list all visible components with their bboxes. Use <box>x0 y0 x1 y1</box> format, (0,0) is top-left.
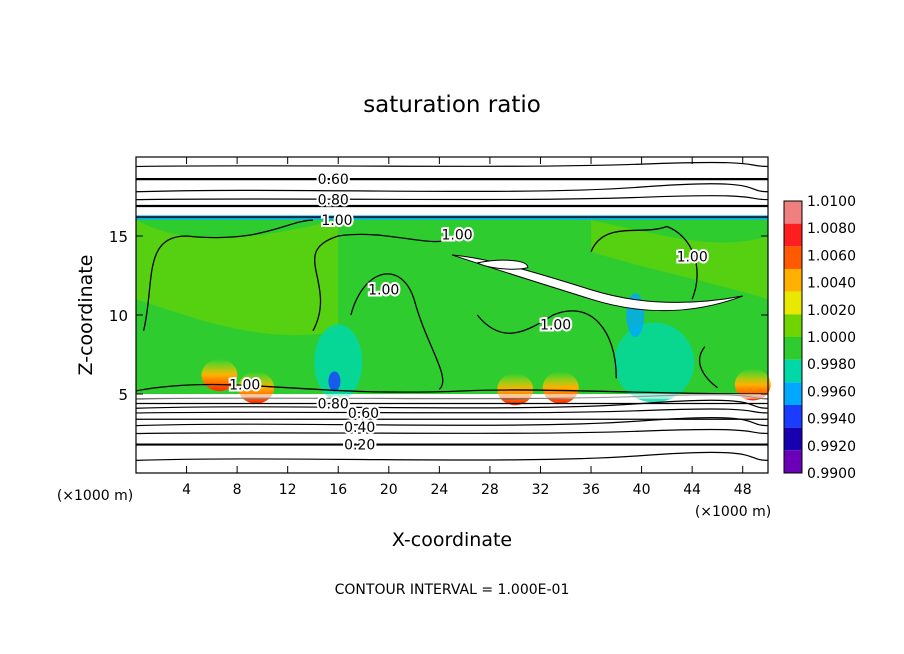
contour-label: 0.80 <box>318 396 349 412</box>
colorbar-label: 0.9900 <box>807 466 856 482</box>
y-tick-label: 5 <box>118 386 128 404</box>
colorbar-swatch <box>784 359 802 383</box>
x-tick-label: 36 <box>582 482 600 498</box>
contour-line <box>135 183 769 193</box>
supersaturated-patch <box>497 373 534 406</box>
colorbar: 1.0100 1.0080 1.0060 1.0040 1.0020 1.0000 0.99… <box>783 194 856 482</box>
x-tick-label: 12 <box>279 482 297 498</box>
plot-area: 0.600.801.001.001.001.001.001.000.800.60… <box>135 161 771 461</box>
x-tick-label: 44 <box>683 482 701 498</box>
contour-label: 1.00 <box>441 227 472 243</box>
contour-interval-footer: CONTOUR INTERVAL = 1.000E-01 <box>335 582 570 598</box>
colorbar-swatch <box>784 291 802 315</box>
contour-label: 0.80 <box>318 193 349 209</box>
x-unit-label-left: (×1000 m) <box>57 488 133 504</box>
colorbar-swatch <box>784 405 802 428</box>
cloud-base-band <box>136 394 768 399</box>
colorbar-label: 1.0000 <box>807 330 856 346</box>
contour-line <box>135 195 769 201</box>
x-tick-label: 24 <box>430 482 448 498</box>
x-tick-label: 8 <box>233 482 242 498</box>
contour-label: 1.00 <box>229 378 260 394</box>
colorbar-frame <box>783 200 803 474</box>
contour-label: 0.20 <box>344 438 375 454</box>
contour-line <box>135 408 769 414</box>
contour-line <box>135 428 769 435</box>
contour-line <box>135 399 769 409</box>
contour-line <box>699 346 718 389</box>
supersaturated-patch <box>542 371 579 404</box>
contour-line <box>135 451 769 461</box>
colorbar-swatch <box>784 337 802 360</box>
x-tick-label: 48 <box>734 482 752 498</box>
subsaturated-patch <box>314 324 363 401</box>
contour-line <box>350 273 444 390</box>
contour-label: 1.00 <box>540 317 571 333</box>
x-tick-label: 28 <box>481 482 499 498</box>
colorbar-swatch <box>784 246 802 269</box>
colorbar-swatch <box>784 450 802 473</box>
subsaturated-patch <box>328 371 341 392</box>
field-patch <box>591 220 768 300</box>
colorbar-label: 1.0040 <box>807 276 856 292</box>
colorbar-swatch <box>784 382 802 405</box>
contour-label: 1.00 <box>321 213 352 229</box>
contour-line <box>135 161 769 168</box>
colorbar-label: 0.9960 <box>807 384 856 400</box>
field-patch <box>136 220 339 336</box>
colorbar-label: 0.9920 <box>807 439 856 455</box>
contour-line <box>135 383 769 395</box>
colorbar-swatch <box>784 201 802 224</box>
contour-label: 0.40 <box>344 420 375 436</box>
contour-line <box>142 219 313 331</box>
y-tick-label: 15 <box>109 228 128 246</box>
colorbar-label: 1.0060 <box>807 248 856 264</box>
colorbar-label: 1.0100 <box>807 194 856 210</box>
colorbar-label: 0.9940 <box>807 412 856 428</box>
supersaturated-patch <box>734 368 771 401</box>
y-axis-label: Z-coordinate <box>75 255 97 376</box>
x-tick-label: 16 <box>329 482 347 498</box>
subsaturated-patch <box>614 322 695 403</box>
colorbar-swatch <box>784 269 802 292</box>
x-tick-label: 4 <box>182 482 191 498</box>
dry-streak <box>451 254 743 312</box>
colorbar-swatch <box>784 223 802 247</box>
x-unit-label-right: (×1000 m) <box>695 504 771 520</box>
colorbar-label: 1.0080 <box>807 221 856 237</box>
colorbar-label: 1.0020 <box>807 303 856 319</box>
contour-label: 1.00 <box>677 250 708 266</box>
contour-label: 1.00 <box>368 283 399 299</box>
dry-streak <box>475 259 529 270</box>
y-tick-label: 10 <box>109 307 128 325</box>
colorbar-swatch <box>784 427 802 451</box>
contour-line <box>590 225 698 300</box>
supersaturated-patch <box>201 359 238 392</box>
contour-line <box>476 310 617 379</box>
x-axis-label: X-coordinate <box>392 529 512 551</box>
x-tick-label: 40 <box>633 482 651 498</box>
x-tick-label: 32 <box>532 482 550 498</box>
chart-title: saturation ratio <box>363 92 541 118</box>
colorbar-swatch <box>784 314 802 337</box>
x-tick-label: 20 <box>380 482 398 498</box>
contour-label: 0.60 <box>348 406 379 422</box>
contour-line <box>135 417 769 427</box>
contour-line <box>312 233 453 332</box>
contour-label: 0.60 <box>318 172 349 188</box>
colorbar-label: 0.9980 <box>807 357 856 373</box>
